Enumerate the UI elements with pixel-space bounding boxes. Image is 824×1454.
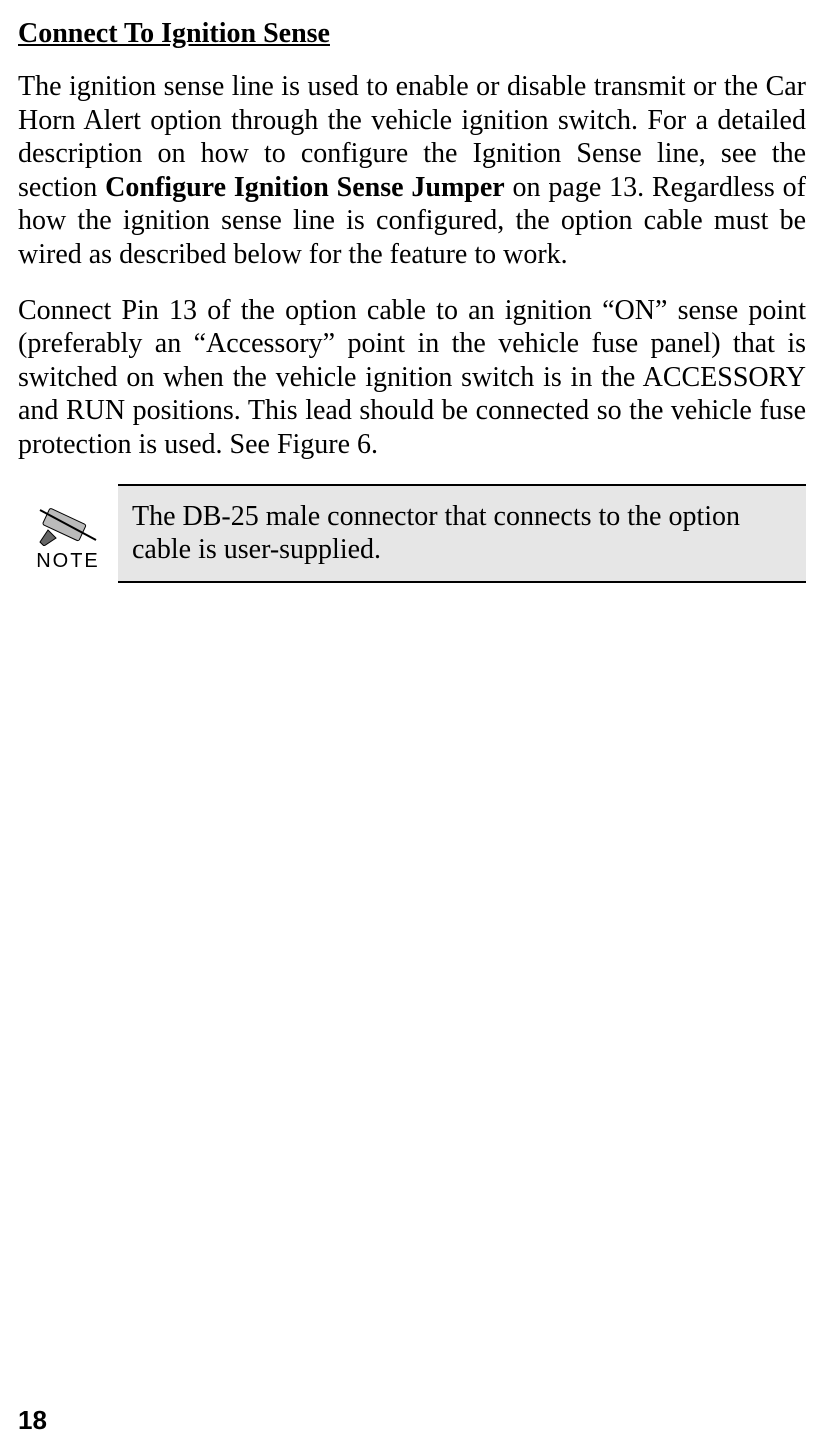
- paragraph-2: Connect Pin 13 of the option cable to an…: [18, 294, 806, 462]
- note-label: NOTE: [36, 550, 100, 573]
- note-text: The DB-25 male connector that connects t…: [118, 484, 806, 583]
- paragraph-1: The ignition sense line is used to enabl…: [18, 70, 806, 272]
- page-number: 18: [18, 1405, 47, 1436]
- note-icon-column: NOTE: [18, 484, 118, 583]
- note-block: NOTE The DB-25 male connector that conne…: [18, 484, 806, 583]
- para1-bold-ref: Configure Ignition Sense Jumper: [105, 172, 505, 203]
- section-heading: Connect To Ignition Sense: [18, 18, 806, 50]
- pencil-icon: [38, 502, 98, 546]
